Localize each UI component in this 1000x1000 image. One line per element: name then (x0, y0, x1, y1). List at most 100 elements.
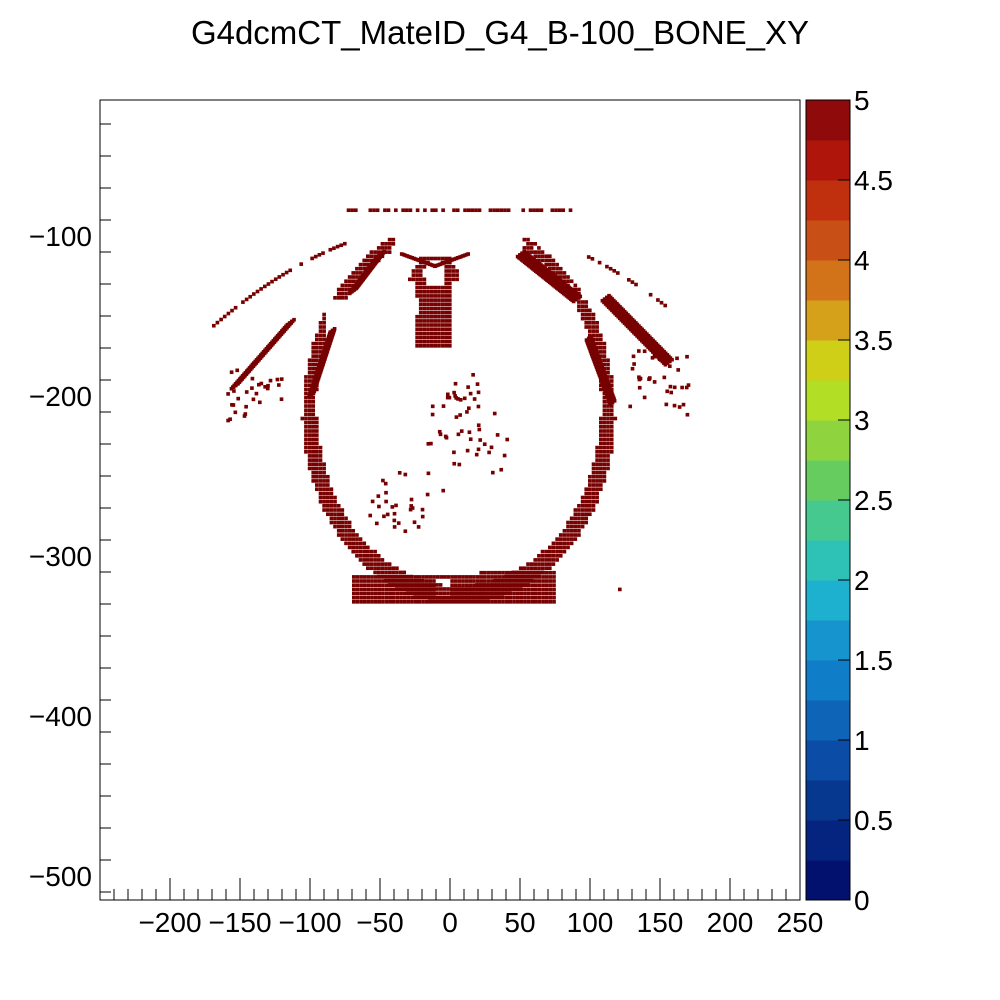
heatmap-cell (472, 579, 476, 583)
heatmap-cell (558, 271, 563, 275)
heatmap-cell (384, 591, 389, 596)
heatmap-cell (602, 358, 607, 363)
heatmap-cell (307, 450, 312, 454)
heatmap-cell (429, 319, 434, 323)
heatmap-cell (463, 208, 467, 213)
heatmap-cell (373, 566, 377, 571)
heatmap-cell (395, 570, 399, 575)
heatmap-cell (548, 558, 552, 562)
heatmap-cell (544, 558, 549, 562)
heatmap-cell (464, 587, 469, 592)
heatmap-cell (472, 587, 476, 592)
heatmap-cell (315, 487, 319, 492)
heatmap-cell (440, 298, 445, 302)
heatmap-cell (344, 537, 348, 541)
heatmap-cell (373, 587, 378, 592)
heatmap-cell (544, 583, 549, 588)
heatmap-cell (573, 287, 578, 292)
heatmap-cell (602, 450, 607, 454)
heatmap-cell (606, 445, 610, 450)
heatmap-cell (406, 587, 411, 592)
heatmap-cell (322, 508, 326, 512)
heatmap-cell (515, 579, 520, 583)
heatmap-cell (315, 437, 319, 442)
heatmap-cell (392, 579, 396, 583)
heatmap-cell (435, 587, 439, 591)
heatmap-cell (418, 256, 423, 261)
color-scale-label: 2 (854, 565, 870, 596)
heatmap-cell (452, 208, 456, 213)
heatmap-cell (588, 483, 592, 487)
heatmap-cell (381, 600, 385, 604)
heatmap-cell (461, 583, 465, 588)
heatmap-cell (552, 595, 556, 600)
heatmap-cell (422, 344, 427, 348)
heatmap-cell (602, 458, 607, 462)
heatmap-cell (490, 579, 494, 583)
heatmap-cell (417, 579, 422, 583)
heatmap-cell (406, 575, 411, 579)
heatmap-cell (381, 583, 385, 588)
heatmap-cell (681, 402, 686, 407)
heatmap-cell (515, 570, 520, 575)
heatmap-cell (456, 397, 460, 401)
heatmap-cell (494, 579, 498, 583)
heatmap-cell (663, 362, 668, 367)
chart-title: G4dcmCT_MateID_G4_B-100_BONE_XY (190, 14, 810, 51)
color-scale-label: 5 (854, 85, 870, 116)
heatmap-cell (257, 382, 261, 387)
heatmap-cell (448, 335, 452, 340)
heatmap-cell (522, 246, 527, 250)
heatmap-cell (479, 595, 484, 600)
heatmap-cell (586, 255, 591, 259)
y-tick-label: −200 (29, 381, 92, 412)
heatmap-cell (533, 242, 538, 246)
heatmap-cell (288, 268, 293, 273)
color-scale: 00.511.522.533.544.55 (805, 85, 893, 916)
heatmap-cell (362, 579, 367, 583)
heatmap-cell (265, 386, 270, 391)
heatmap-cell (540, 549, 545, 554)
heatmap-cell (369, 562, 374, 566)
heatmap-cell (597, 260, 602, 265)
heatmap-cell (422, 281, 427, 286)
y-tick-label: −100 (29, 221, 92, 252)
heatmap-cell (315, 362, 319, 367)
heatmap-cell (558, 545, 563, 550)
heatmap-cell (457, 579, 462, 583)
heatmap-cell (448, 290, 452, 294)
heatmap-cell (483, 583, 487, 588)
heatmap-cell (388, 595, 393, 600)
heatmap-cell (558, 537, 563, 541)
heatmap-cell (446, 587, 450, 591)
heatmap-cell (322, 479, 326, 483)
heatmap-cell (544, 591, 549, 596)
heatmap-cell (471, 373, 475, 377)
heatmap-cell (307, 362, 312, 367)
heatmap-cell (522, 237, 527, 242)
heatmap-cell (492, 208, 496, 213)
heatmap-cell (281, 272, 285, 277)
heatmap-cell (426, 327, 430, 332)
heatmap-cell (606, 362, 610, 367)
color-scale-band (806, 100, 850, 141)
heatmap-cell (413, 575, 418, 579)
heatmap-cell (336, 520, 341, 525)
heatmap-cell (437, 339, 441, 344)
heatmap-cell (381, 575, 385, 579)
heatmap-cell (375, 208, 380, 213)
heatmap-cell (373, 595, 378, 600)
heatmap-cell (433, 319, 438, 323)
heatmap-cell (418, 294, 423, 298)
heatmap-cell (336, 508, 341, 512)
heatmap-cell (373, 554, 377, 558)
heatmap-cell (366, 591, 371, 596)
heatmap-cell (599, 479, 603, 483)
heatmap-cell (392, 518, 397, 523)
heatmap-cell (222, 314, 227, 319)
heatmap-cell (333, 520, 337, 525)
heatmap-cell (609, 429, 614, 433)
heatmap-cell (428, 591, 433, 596)
heatmap-cell (212, 323, 216, 328)
heatmap-cell (307, 425, 312, 429)
